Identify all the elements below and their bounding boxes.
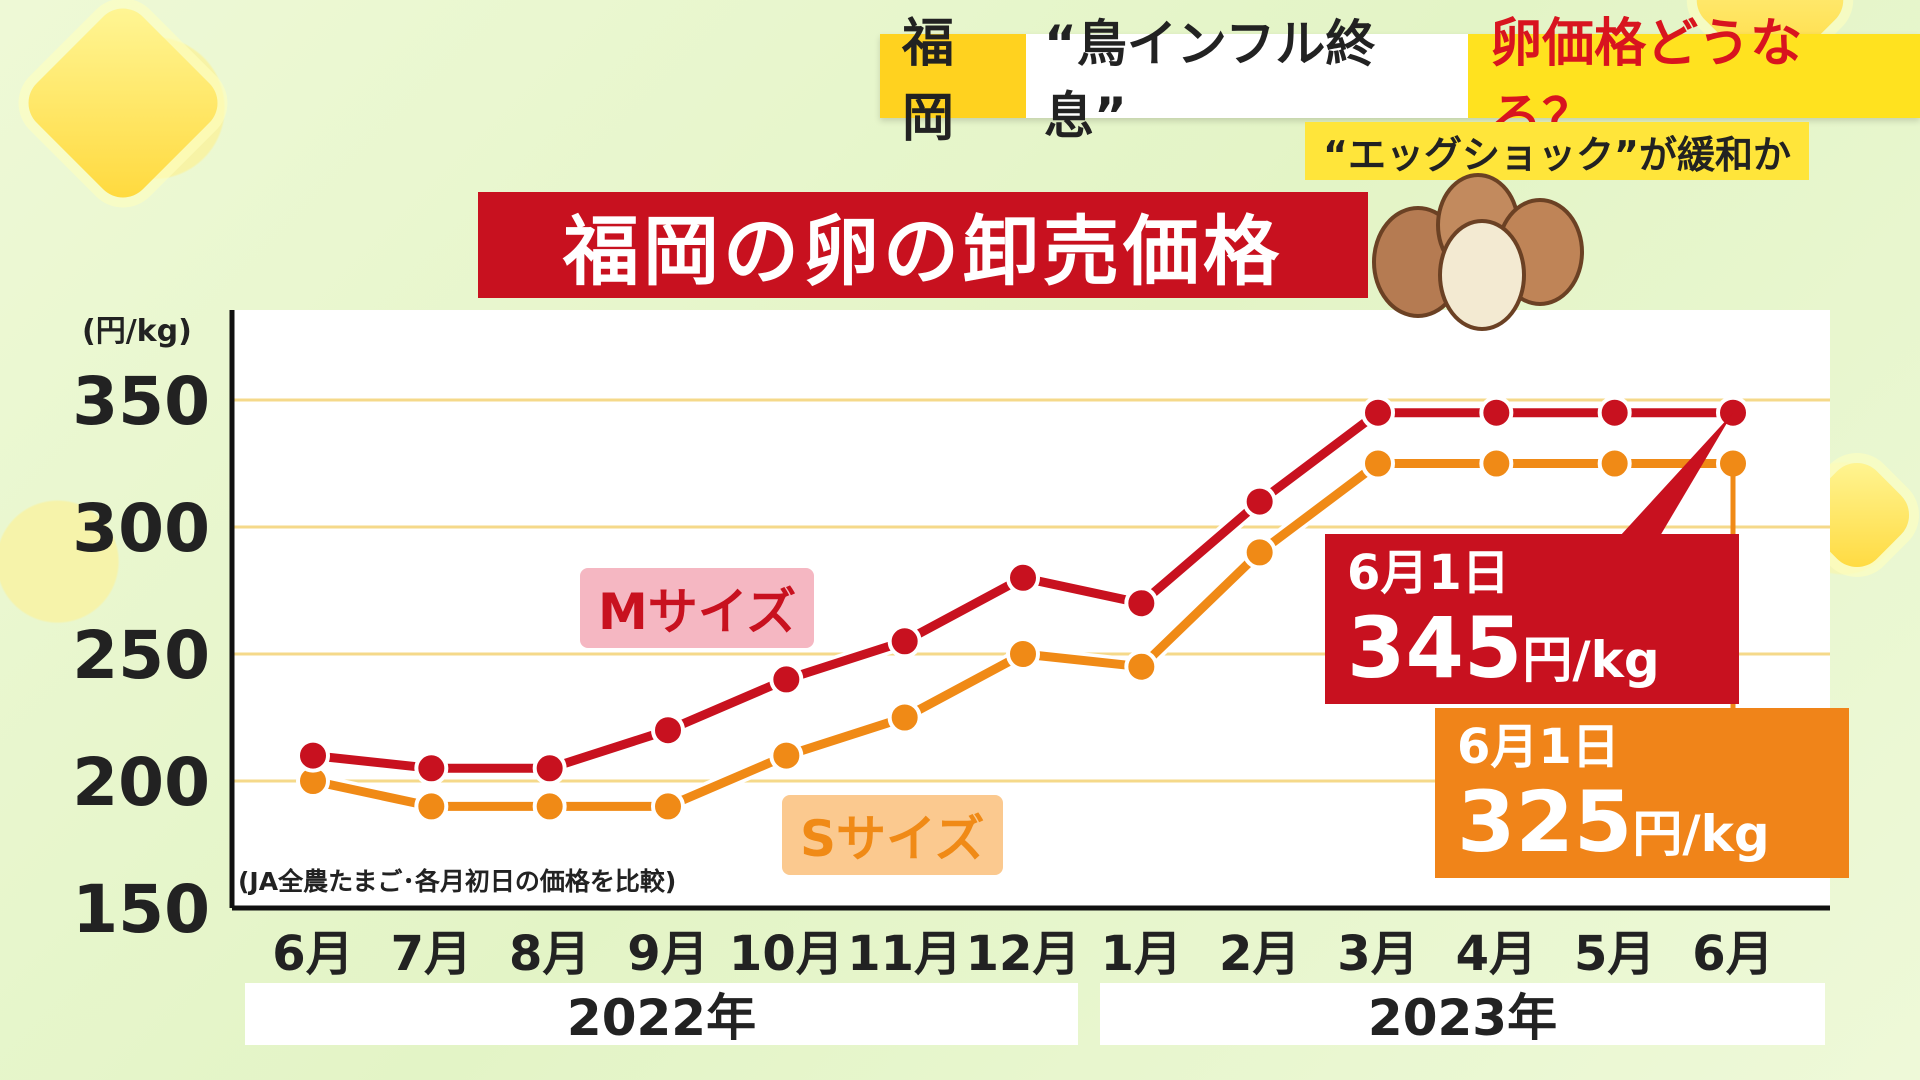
x-tick-label: 2月 — [1219, 926, 1300, 982]
data-point — [296, 738, 330, 773]
data-point — [651, 789, 685, 824]
x-tick-label: 10月 — [729, 926, 844, 982]
data-point — [414, 751, 449, 786]
y-tick-label: 350 — [72, 363, 210, 440]
data-point — [1124, 649, 1159, 684]
data-point — [1242, 484, 1277, 519]
y-tick-label: 300 — [72, 490, 210, 567]
data-point — [887, 624, 922, 659]
data-point — [532, 751, 567, 786]
data-point — [1242, 535, 1277, 570]
series-label-s-size: Sサイズ — [782, 795, 1003, 875]
data-point — [414, 789, 449, 824]
headline-topic: “鳥インフル終息” — [1025, 15, 1469, 145]
data-point — [1479, 446, 1514, 481]
x-tick-label: 5月 — [1574, 926, 1655, 982]
x-tick-label: 3月 — [1337, 926, 1418, 982]
x-tick-label: 12月 — [966, 926, 1081, 982]
callout-m-value: 345 — [1347, 599, 1523, 697]
callout-m-pointer — [1620, 412, 1733, 536]
x-tick-label: 6月 — [272, 926, 353, 982]
callout-s-value: 325 — [1457, 773, 1633, 871]
callout-s-size: 6月1日 325円/kg — [1435, 708, 1849, 878]
x-tick-label: 6月 — [1692, 926, 1773, 982]
data-point — [1597, 395, 1632, 430]
subheadline: “エッグショック”が緩和か — [1305, 122, 1809, 180]
chart-title: 福岡の卵の卸売価格 — [478, 192, 1368, 298]
year-label-2023: 2023年 — [1100, 983, 1825, 1047]
data-point — [1124, 586, 1159, 621]
x-tick-labels: 6月 7月 8月 9月 10月 11月 12月 1月 2月 3月 4月 5月 6月 — [272, 926, 1773, 982]
x-tick-label: 9月 — [627, 926, 708, 982]
x-tick-label: 7月 — [391, 926, 472, 982]
data-point — [769, 738, 804, 773]
callout-m-size: 6月1日 345円/kg — [1325, 534, 1739, 704]
callout-s-date: 6月1日 — [1457, 719, 1620, 775]
data-point — [1006, 637, 1040, 671]
data-point — [651, 713, 685, 748]
year-label-2022: 2022年 — [245, 983, 1078, 1047]
data-point — [887, 700, 922, 735]
headline-banner: 福岡 “鳥インフル終息” 卵価格どうなる？ — [880, 14, 1920, 149]
eggs-illustration — [1372, 173, 1584, 331]
series-label-m-size: Mサイズ — [580, 568, 815, 648]
callout-s-unit: 円/kg — [1632, 805, 1770, 863]
x-tick-label: 4月 — [1456, 926, 1537, 982]
chart-note: (JA全農たまご･各月初日の価格を比較) — [238, 867, 677, 896]
y-tick-label: 200 — [72, 744, 210, 821]
data-point — [1479, 395, 1514, 430]
y-axis-unit: (円/kg) — [82, 314, 192, 349]
data-point — [1361, 446, 1395, 481]
y-tick-labels: 150 200 250 300 350 — [72, 363, 210, 948]
data-point — [1597, 446, 1632, 481]
x-tick-label: 8月 — [509, 926, 590, 982]
data-point — [1361, 395, 1395, 430]
data-point — [769, 662, 804, 697]
axes — [229, 310, 1830, 911]
y-tick-label: 150 — [72, 871, 210, 948]
headline-location: 福岡 — [880, 14, 1026, 149]
callout-m-unit: 円/kg — [1522, 631, 1660, 689]
x-tick-label: 11月 — [847, 926, 962, 982]
callout-m-date: 6月1日 — [1347, 545, 1510, 601]
data-point — [1006, 560, 1040, 595]
data-point — [532, 789, 567, 824]
x-tick-label: 1月 — [1101, 926, 1182, 982]
y-tick-label: 250 — [72, 617, 210, 694]
series-lines — [296, 395, 1750, 824]
